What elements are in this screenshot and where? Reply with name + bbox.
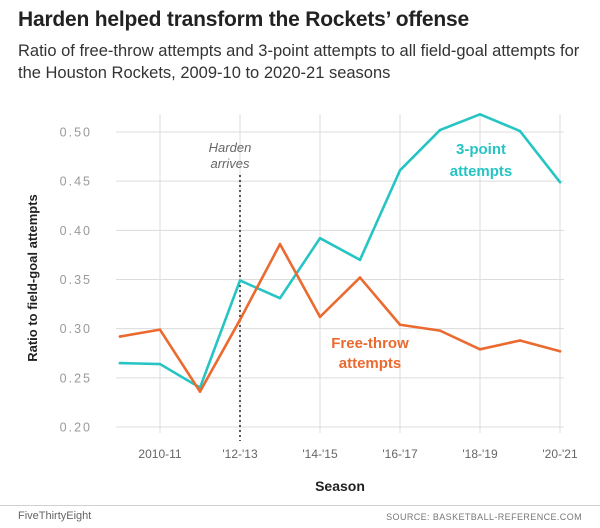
- data-point-3pt: [278, 296, 282, 300]
- data-point-ft: [398, 323, 402, 327]
- data-point-ft: [238, 318, 242, 322]
- event-marker: Harden arrives: [209, 140, 252, 441]
- data-point-ft: [198, 390, 202, 393]
- data-point-ft: [478, 348, 482, 351]
- data-point-ft: [318, 315, 322, 319]
- series-line-3pt: [118, 113, 562, 389]
- data-point-ft: [558, 349, 562, 353]
- y-axis-label: Ratio to field-goal attempts: [25, 194, 40, 362]
- data-point-ft: [358, 276, 362, 279]
- data-point-ft: [518, 339, 522, 342]
- series-line-ft: [118, 242, 562, 393]
- y-tick-label: 0.40: [60, 224, 92, 238]
- y-axis-ticks: 0.20 0.25 0.30 0.35 0.40 0.45 0.50: [60, 126, 92, 435]
- y-tick-label: 0.45: [60, 175, 92, 189]
- data-point-3pt: [518, 129, 522, 133]
- y-tick-label: 0.50: [60, 126, 92, 140]
- brand-logo-text: FiveThirtyEight: [18, 510, 92, 522]
- data-point-ft: [438, 329, 442, 332]
- y-tick-label: 0.30: [60, 322, 92, 336]
- data-point-ft: [278, 242, 282, 246]
- data-point-3pt: [398, 169, 402, 172]
- data-point-3pt: [118, 361, 122, 365]
- data-point-ft: [118, 335, 122, 338]
- series-label-ft-line2: attempts: [339, 355, 402, 372]
- footer-divider: [0, 505, 600, 506]
- annotation-arrives: arrives: [210, 156, 250, 171]
- x-tick-label: '16-'17: [382, 447, 418, 461]
- data-point-ft: [158, 328, 162, 331]
- y-tick-label: 0.35: [60, 273, 92, 287]
- series-label-3pt-line1: 3-point: [456, 141, 506, 158]
- series-label-3pt-line2: attempts: [450, 163, 513, 180]
- x-axis-ticks: 2010-11 '12-'13 '14-'15 '16-'17 '18-'19 '20-'…: [138, 447, 578, 461]
- x-tick-label: '12-'13: [222, 447, 258, 461]
- x-tick-label: '14-'15: [302, 447, 338, 461]
- data-point-3pt: [558, 180, 562, 184]
- series-labels: 3-point attempts Free-throw attempts: [331, 141, 512, 372]
- x-axis-label: Season: [315, 478, 365, 494]
- gridlines: [116, 114, 564, 433]
- x-tick-label: '20-'21: [542, 447, 578, 461]
- source-note: SOURCE: BASKETBALL-REFERENCE.COM: [386, 512, 582, 522]
- data-point-3pt: [478, 113, 482, 116]
- chart-title: Harden helped transform the Rockets’ off…: [18, 8, 469, 31]
- x-tick-label: 2010-11: [138, 447, 181, 461]
- y-tick-label: 0.20: [60, 421, 92, 435]
- data-point-3pt: [438, 128, 442, 132]
- series-lines: [118, 113, 562, 393]
- x-tick-label: '18-'19: [462, 447, 498, 461]
- data-point-3pt: [238, 279, 242, 282]
- data-point-3pt: [358, 258, 362, 262]
- chart-subtitle: Ratio of free-throw attempts and 3-point…: [18, 42, 580, 82]
- data-point-3pt: [318, 236, 322, 240]
- annotation-harden: Harden: [209, 140, 252, 155]
- y-tick-label: 0.25: [60, 371, 92, 385]
- data-point-3pt: [158, 362, 162, 366]
- series-label-ft-line1: Free-throw: [331, 335, 409, 352]
